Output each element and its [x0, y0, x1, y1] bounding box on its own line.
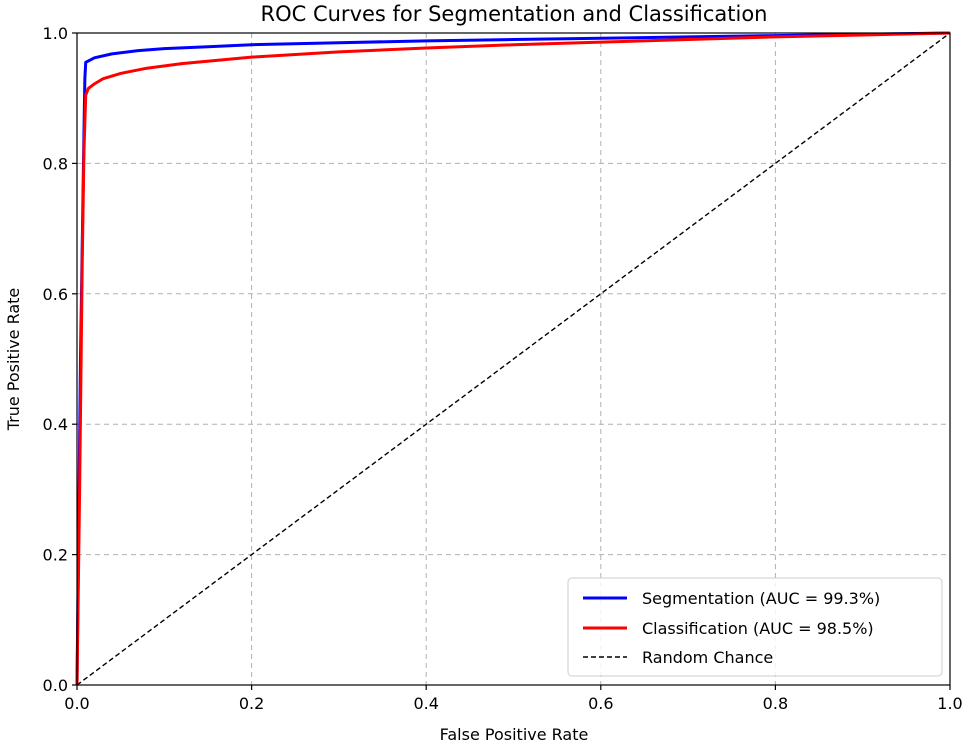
- x-axis-label: False Positive Rate: [440, 725, 589, 744]
- x-tick-label: 0.4: [413, 694, 438, 713]
- x-tick-label: 1.0: [937, 694, 962, 713]
- x-tick-label: 0.6: [588, 694, 613, 713]
- plot-frame: [76, 32, 951, 686]
- legend-label: Classification (AUC = 98.5%): [642, 619, 874, 638]
- y-axis-label: True Positive Rate: [4, 288, 23, 432]
- segmentation-roc-line: [75, 31, 951, 686]
- chart-title: ROC Curves for Segmentation and Classifi…: [261, 2, 768, 26]
- legend-label: Random Chance: [642, 648, 773, 667]
- x-tick-label: 0.8: [763, 694, 788, 713]
- y-tick-label: 0.2: [43, 546, 68, 565]
- legend-box: [567, 577, 943, 677]
- legend-label: Segmentation (AUC = 99.3%): [642, 589, 880, 608]
- classification-roc-line: [75, 31, 951, 686]
- series-lines: [75, 31, 951, 686]
- y-tick-label: 0.4: [43, 415, 68, 434]
- legend: Segmentation (AUC = 99.3%) Classification…: [567, 577, 943, 677]
- y-tick-label: 0.8: [43, 154, 68, 173]
- y-tick-label: 0.6: [43, 285, 68, 304]
- y-tick-label: 0.0: [43, 676, 68, 695]
- x-tick-label: 0.0: [64, 694, 89, 713]
- x-tick-label: 0.2: [239, 694, 264, 713]
- random-chance-line: [76, 32, 951, 686]
- y-tick-label: 1.0: [43, 24, 68, 43]
- axis-ticks: 0.0 0.2 0.4 0.6 0.8 1.0 0.0 0.2 0.4 0.6 0.8 1.0: [43, 24, 963, 713]
